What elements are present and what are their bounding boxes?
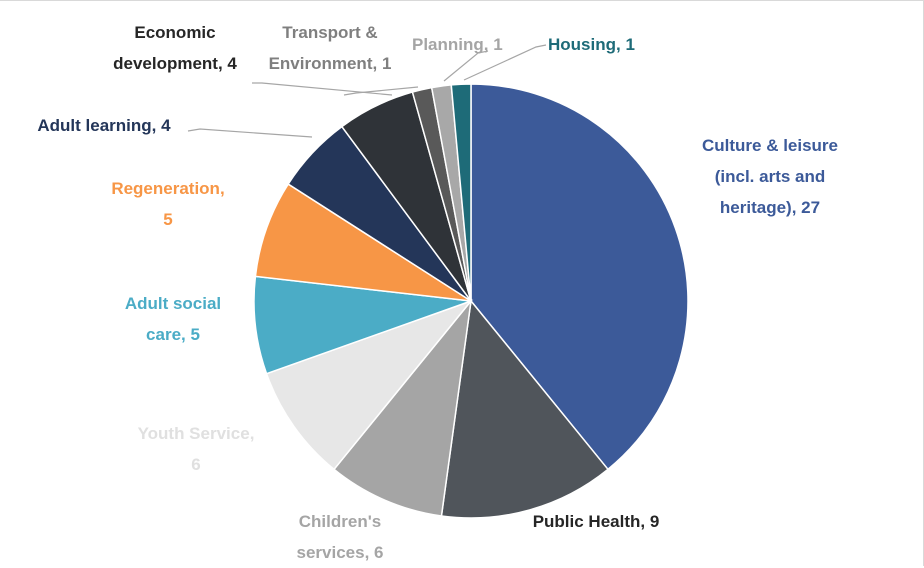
value-label: 27	[801, 198, 821, 217]
value-label: 1	[493, 35, 503, 54]
leader-line	[252, 82, 393, 96]
value-label: 1	[381, 54, 392, 73]
data-label: Youth Service, 6	[137, 424, 255, 474]
category-label: Transport & Environment	[268, 23, 378, 73]
value-label: 6	[374, 543, 384, 562]
slice	[332, 298, 473, 517]
leader-line	[187, 128, 313, 138]
category-label: Adult social care	[124, 294, 222, 344]
data-label: Transport & Environment, 1	[268, 23, 392, 73]
slice	[440, 299, 610, 519]
category-label: Youth Service	[137, 424, 250, 443]
data-label: Public Health, 9	[532, 512, 660, 531]
category-label: Economic development	[113, 23, 218, 73]
leader-line	[443, 50, 489, 82]
value-label: 9	[649, 512, 660, 531]
value-label: 6	[191, 455, 201, 474]
data-label: Adult social care, 5	[124, 294, 222, 344]
leader-lines	[187, 44, 547, 138]
value-label: 5	[163, 210, 173, 229]
value-label: 1	[625, 35, 635, 54]
slice	[254, 183, 472, 302]
slices	[253, 83, 689, 519]
category-label: Children's services	[296, 512, 382, 562]
slice	[265, 299, 474, 471]
data-label: Children's services, 6	[296, 512, 384, 562]
category-label: Planning	[412, 35, 484, 54]
slice	[450, 83, 472, 302]
slice	[470, 83, 689, 471]
data-label: Culture & leisure (incl. arts and herita…	[701, 136, 839, 217]
leader-line	[343, 86, 419, 96]
value-label: 4	[227, 54, 237, 73]
data-label: Adult learning, 4	[37, 116, 171, 135]
data-label: Housing, 1	[548, 35, 635, 54]
value-label: 4	[161, 116, 171, 135]
category-label: Regeneration	[111, 179, 220, 198]
category-label: Adult learning	[37, 116, 152, 135]
category-label: Public Health	[532, 512, 641, 531]
data-label: Planning, 1	[412, 35, 503, 54]
data-label: Regeneration, 5	[111, 179, 225, 229]
leader-line	[463, 44, 547, 81]
category-label: Culture & leisure (incl. arts and herita…	[701, 136, 839, 217]
slice	[253, 275, 472, 375]
value-label: 5	[190, 325, 200, 344]
data-label: Economic development, 4	[113, 23, 237, 73]
category-label: Housing	[548, 35, 616, 54]
